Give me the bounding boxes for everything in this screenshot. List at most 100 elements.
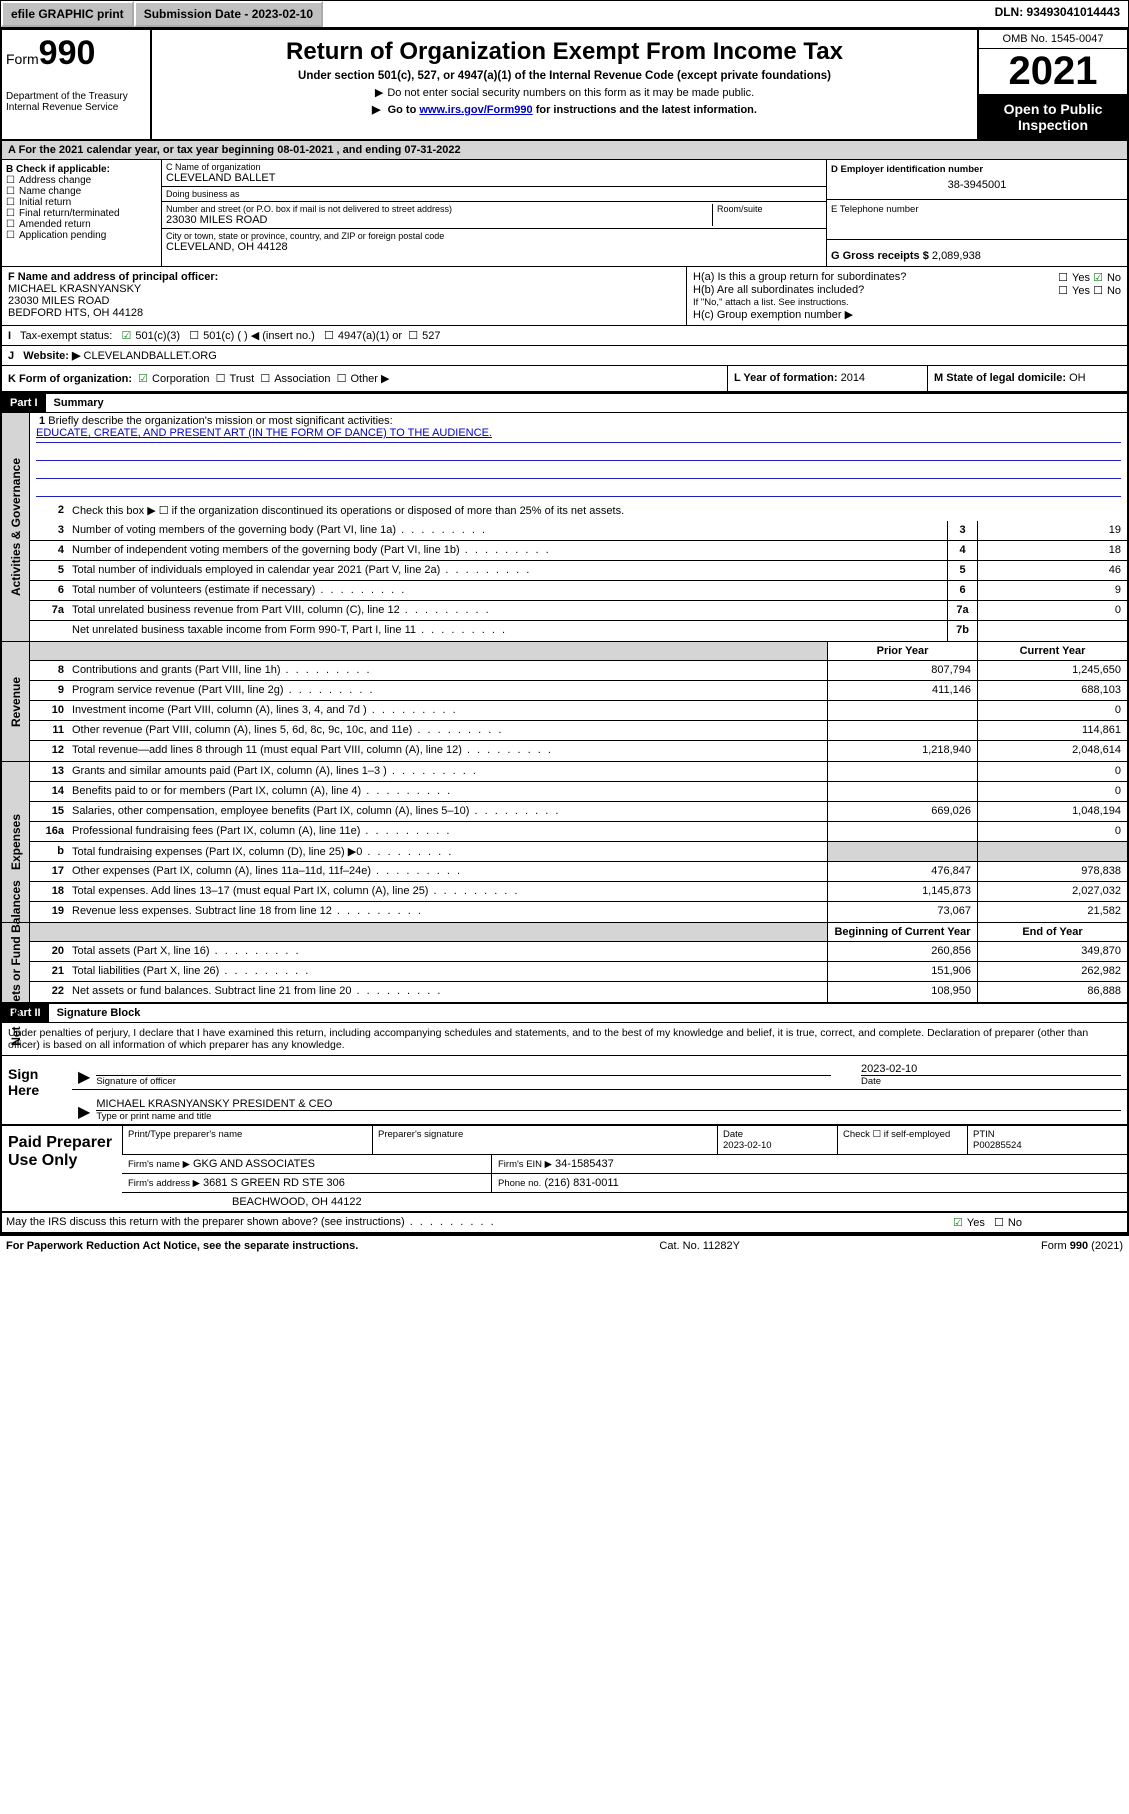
- ha-label: H(a) Is this a group return for subordin…: [693, 271, 906, 284]
- hb-no[interactable]: No: [1093, 285, 1121, 297]
- form-word: Form: [6, 51, 39, 67]
- dept-treasury: Department of the Treasury Internal Reve…: [6, 91, 146, 113]
- b-label: B Check if applicable:: [6, 164, 157, 175]
- page-footer: For Paperwork Reduction Act Notice, see …: [0, 1236, 1129, 1256]
- line-1: 1 Briefly describe the organization's mi…: [30, 413, 1127, 501]
- phone-l: Phone no.: [498, 1178, 541, 1189]
- section-expenses: Expenses 13 Grants and similar amounts p…: [2, 762, 1127, 923]
- gross-receipts: 2,089,938: [932, 250, 981, 262]
- may-no[interactable]: No: [994, 1217, 1022, 1229]
- hdr-prior: Prior Year: [827, 642, 977, 660]
- chk-address-change[interactable]: Address change: [6, 175, 157, 186]
- line-7b: Net unrelated business taxable income fr…: [30, 621, 1127, 641]
- may-discuss-row: May the IRS discuss this return with the…: [2, 1213, 1127, 1234]
- efile-print-button[interactable]: efile GRAPHIC print: [1, 1, 134, 27]
- header-right: OMB No. 1545-0047 2021 Open to Public In…: [977, 30, 1127, 139]
- i-row: I Tax-exempt status: 501(c)(3) 501(c) ( …: [2, 325, 1127, 345]
- chk-amended[interactable]: Amended return: [6, 219, 157, 230]
- may-text: May the IRS discuss this return with the…: [6, 1216, 405, 1228]
- form-subtitle: Under section 501(c), 527, or 4947(a)(1)…: [156, 70, 973, 82]
- firm-ein-l: Firm's EIN ▶: [498, 1159, 552, 1170]
- rev-col-hdr: Prior Year Current Year: [30, 642, 1127, 661]
- chk-app-pending[interactable]: Application pending: [6, 230, 157, 241]
- line-2: 2 Check this box ▶ ☐ if the organization…: [30, 501, 1127, 521]
- j-label: Website: ▶: [23, 350, 80, 362]
- ha-no[interactable]: No: [1093, 272, 1121, 284]
- domicile: OH: [1069, 372, 1086, 384]
- line-12: 12 Total revenue—add lines 8 through 11 …: [30, 741, 1127, 761]
- hc-label: H(c) Group exemption number ▶: [693, 308, 1121, 321]
- c-city-label: City or town, state or province, country…: [166, 231, 822, 241]
- hdr-current: Current Year: [977, 642, 1127, 660]
- year-formation: 2014: [841, 372, 865, 384]
- f-l3: BEDFORD HTS, OH 44128: [8, 307, 680, 319]
- part2-header-row: Part II Signature Block: [2, 1002, 1127, 1023]
- i-527[interactable]: 527: [408, 330, 440, 342]
- firm-addr-l: Firm's address ▶: [128, 1178, 200, 1189]
- paid-label: Paid Preparer Use Only: [2, 1126, 122, 1211]
- top-toolbar: efile GRAPHIC print Submission Date - 20…: [0, 0, 1129, 28]
- line-19: 19 Revenue less expenses. Subtract line …: [30, 902, 1127, 922]
- ha-yes[interactable]: Yes: [1058, 272, 1090, 284]
- p-h4: Check ☐ if self-employed: [837, 1126, 967, 1155]
- line-11: 11 Other revenue (Part VIII, column (A),…: [30, 721, 1127, 741]
- firm-ein: 34-1585437: [555, 1158, 614, 1170]
- may-yes[interactable]: Yes: [953, 1217, 985, 1229]
- hb-note: If "No," attach a list. See instructions…: [693, 297, 1121, 308]
- mission-blank2: [36, 463, 1121, 479]
- firm-addr2: BEACHWOOD, OH 44122: [232, 1196, 362, 1208]
- na-col-hdr: Beginning of Current Year End of Year: [30, 923, 1127, 942]
- chk-name-change[interactable]: Name change: [6, 186, 157, 197]
- l-label: L Year of formation:: [734, 372, 838, 384]
- sig-label: Signature of officer: [96, 1075, 831, 1087]
- i-501c[interactable]: 501(c) ( ) ◀ (insert no.): [189, 330, 315, 342]
- k-assoc[interactable]: Association: [260, 373, 330, 385]
- note-ssn: Do not enter social security numbers on …: [156, 86, 973, 99]
- hb-yes[interactable]: Yes: [1058, 285, 1090, 297]
- line-b: b Total fundraising expenses (Part IX, c…: [30, 842, 1127, 862]
- e-val: [831, 215, 1123, 235]
- chk-final-return[interactable]: Final return/terminated: [6, 208, 157, 219]
- line-3: 3 Number of voting members of the govern…: [30, 521, 1127, 541]
- org-city: CLEVELAND, OH 44128: [166, 241, 822, 253]
- c-addr-label: Number and street (or P.O. box if mail i…: [166, 204, 712, 214]
- submission-date: Submission Date - 2023-02-10: [134, 1, 323, 27]
- firm-name: GKG AND ASSOCIATES: [193, 1158, 315, 1170]
- footer-mid: Cat. No. 11282Y: [659, 1240, 740, 1252]
- chk-initial-return[interactable]: Initial return: [6, 197, 157, 208]
- f-block: F Name and address of principal officer:…: [2, 267, 687, 325]
- mission-blank1: [36, 445, 1121, 461]
- topbar-spacer: [323, 1, 986, 27]
- hdr-begin: Beginning of Current Year: [827, 923, 977, 941]
- goto-pre: Go to: [388, 104, 420, 116]
- form-title: Return of Organization Exempt From Incom…: [156, 38, 973, 66]
- f-l1: MICHAEL KRASNYANSKY: [8, 283, 680, 295]
- form-number: Form990: [6, 34, 146, 73]
- c-name-label: C Name of organization: [166, 162, 822, 172]
- k-other[interactable]: Other ▶: [337, 373, 390, 385]
- k-corp[interactable]: Corporation: [138, 373, 209, 385]
- form-990: 990: [39, 34, 96, 72]
- c-dba-label: Doing business as: [166, 189, 822, 199]
- line-18: 18 Total expenses. Add lines 13–17 (must…: [30, 882, 1127, 902]
- k-trust[interactable]: Trust: [216, 373, 255, 385]
- sign-date: 2023-02-10: [861, 1063, 1121, 1075]
- vlabel-revenue: Revenue: [2, 642, 30, 761]
- e-label: E Telephone number: [831, 204, 1123, 215]
- f-label: F Name and address of principal officer:: [8, 271, 680, 283]
- paid-preparer-row: Paid Preparer Use Only Print/Type prepar…: [2, 1126, 1127, 1213]
- date-label: Date: [861, 1075, 1121, 1087]
- mission-blank3: [36, 481, 1121, 497]
- line-15: 15 Salaries, other compensation, employe…: [30, 802, 1127, 822]
- irs-link[interactable]: www.irs.gov/Form990: [419, 104, 532, 116]
- phone: (216) 831-0011: [544, 1177, 618, 1189]
- mission-text: EDUCATE, CREATE, AND PRESENT ART (IN THE…: [36, 427, 1121, 443]
- line-a: A For the 2021 calendar year, or tax yea…: [2, 141, 1127, 160]
- tax-year: 2021: [979, 49, 1127, 95]
- i-4947[interactable]: 4947(a)(1) or: [324, 330, 402, 342]
- section-netassets: Net Assets or Fund Balances Beginning of…: [2, 923, 1127, 1002]
- p-h2: Preparer's signature: [372, 1126, 717, 1155]
- line-14: 14 Benefits paid to or for members (Part…: [30, 782, 1127, 802]
- i-501c3[interactable]: 501(c)(3): [122, 330, 181, 342]
- officer-name: MICHAEL KRASNYANSKY PRESIDENT & CEO: [96, 1098, 1121, 1110]
